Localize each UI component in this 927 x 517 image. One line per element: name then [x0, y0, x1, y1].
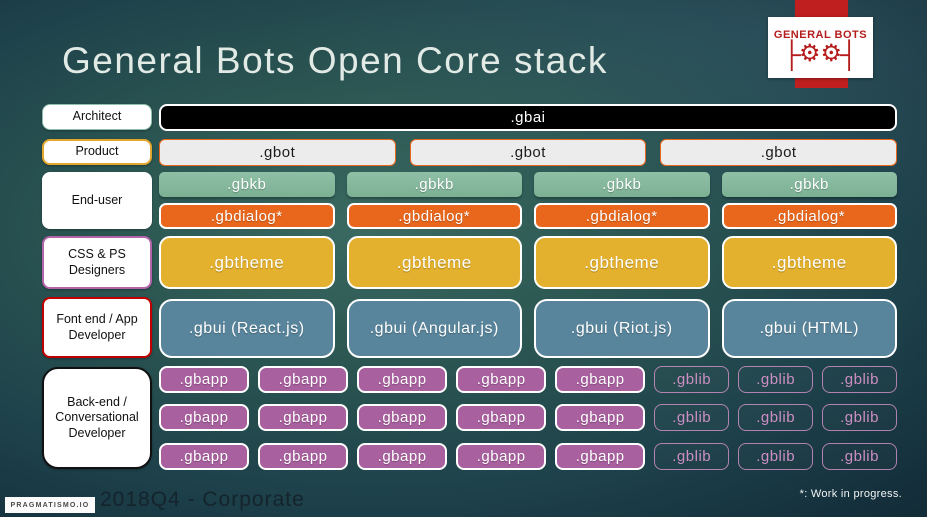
block-gbapp: .gbapp	[159, 404, 250, 431]
block-gbtheme: .gbtheme	[721, 236, 897, 289]
block-gbdialog: .gbdialog*	[346, 203, 522, 229]
block-gbot: .gbot	[660, 139, 898, 166]
block-gbui-riot: .gbui (Riot.js)	[534, 299, 710, 358]
block-gblib: .gblib	[738, 443, 814, 470]
block-gbtheme: .gbtheme	[534, 236, 710, 289]
block-gblib: .gblib	[654, 404, 730, 431]
block-gblib: .gblib	[822, 366, 897, 393]
block-gblib: .gblib	[654, 366, 730, 393]
label-end-user: End-user	[42, 172, 152, 229]
block-gblib: .gblib	[822, 443, 897, 470]
footer-caption: 2018Q4 - Corporate	[100, 488, 305, 511]
block-gbapp: .gbapp	[357, 366, 448, 393]
general-bots-logo: GENERAL BOTS ├ ⚙ ⚙ ┤	[768, 17, 873, 78]
pragmatismo-brand-badge: PRAGMATISMO.IO	[5, 497, 95, 513]
block-gbdialog: .gbdialog*	[721, 203, 897, 229]
gear-icon: ⚙	[798, 40, 821, 67]
block-gbdialog: .gbdialog*	[159, 203, 335, 229]
block-gblib: .gblib	[738, 404, 814, 431]
row-gbkb: .gbkb .gbkb .gbkb .gbkb	[159, 172, 897, 197]
label-back-end-conversational-developer: Back-end / Conversational Developer	[42, 367, 152, 469]
block-gbai: .gbai	[159, 104, 897, 131]
gears-icon: ├ ⚙ ⚙ ┤	[782, 39, 859, 69]
logo-right-bar: ┤	[840, 39, 859, 69]
label-front-end-app-developer: Font end / App Developer	[42, 297, 152, 358]
work-in-progress-footnote: *: Work in progress.	[799, 488, 902, 500]
block-gbapp: .gbapp	[555, 366, 646, 393]
block-gbapp: .gbapp	[258, 366, 349, 393]
block-gbdialog: .gbdialog*	[534, 203, 710, 229]
row-backend-3: .gbapp .gbapp .gbapp .gbapp .gbapp .gbli…	[159, 443, 897, 470]
block-gbapp: .gbapp	[159, 366, 250, 393]
block-gbot: .gbot	[159, 139, 396, 166]
row-gbui: .gbui (React.js) .gbui (Angular.js) .gbu…	[159, 299, 897, 358]
block-gbapp: .gbapp	[555, 404, 646, 431]
row-gbot: .gbot .gbot .gbot	[159, 139, 898, 166]
logo-left-bar: ├	[782, 39, 801, 69]
block-gbtheme: .gbtheme	[346, 236, 522, 289]
row-gbdialog: .gbdialog* .gbdialog* .gbdialog* .gbdial…	[159, 203, 897, 229]
block-gblib: .gblib	[822, 404, 897, 431]
block-gbapp: .gbapp	[555, 443, 646, 470]
block-gblib: .gblib	[738, 366, 814, 393]
label-architect: Architect	[42, 104, 152, 130]
block-gbapp: .gbapp	[159, 443, 250, 470]
label-product: Product	[42, 139, 152, 165]
block-gbkb: .gbkb	[346, 172, 522, 197]
row-backend-1: .gbapp .gbapp .gbapp .gbapp .gbapp .gbli…	[159, 366, 897, 393]
block-gbui-html: .gbui (HTML)	[721, 299, 897, 358]
block-gbapp: .gbapp	[456, 366, 547, 393]
block-gbapp: .gbapp	[258, 404, 349, 431]
block-gbot: .gbot	[409, 139, 647, 166]
block-gbkb: .gbkb	[534, 172, 710, 197]
block-gbkb: .gbkb	[159, 172, 335, 197]
block-gbtheme: .gbtheme	[159, 236, 335, 289]
block-gbapp: .gbapp	[357, 404, 448, 431]
page-title: General Bots Open Core stack	[62, 40, 608, 81]
block-gbapp: .gbapp	[456, 404, 547, 431]
logo-brand-text: GENERAL BOTS	[773, 29, 868, 41]
label-css-ps-designers: CSS & PS Designers	[42, 236, 152, 289]
row-gbtheme: .gbtheme .gbtheme .gbtheme .gbtheme	[159, 236, 897, 289]
row-backend-2: .gbapp .gbapp .gbapp .gbapp .gbapp .gbli…	[159, 404, 897, 431]
block-gbapp: .gbapp	[357, 443, 448, 470]
gear-icon: ⚙	[820, 40, 843, 67]
block-gbapp: .gbapp	[456, 443, 547, 470]
block-gbui-react: .gbui (React.js)	[159, 299, 335, 358]
block-gbapp: .gbapp	[258, 443, 349, 470]
row-gbai: .gbai	[159, 104, 897, 131]
block-gbui-angular: .gbui (Angular.js)	[346, 299, 522, 358]
block-gbkb: .gbkb	[721, 172, 897, 197]
block-gblib: .gblib	[654, 443, 730, 470]
